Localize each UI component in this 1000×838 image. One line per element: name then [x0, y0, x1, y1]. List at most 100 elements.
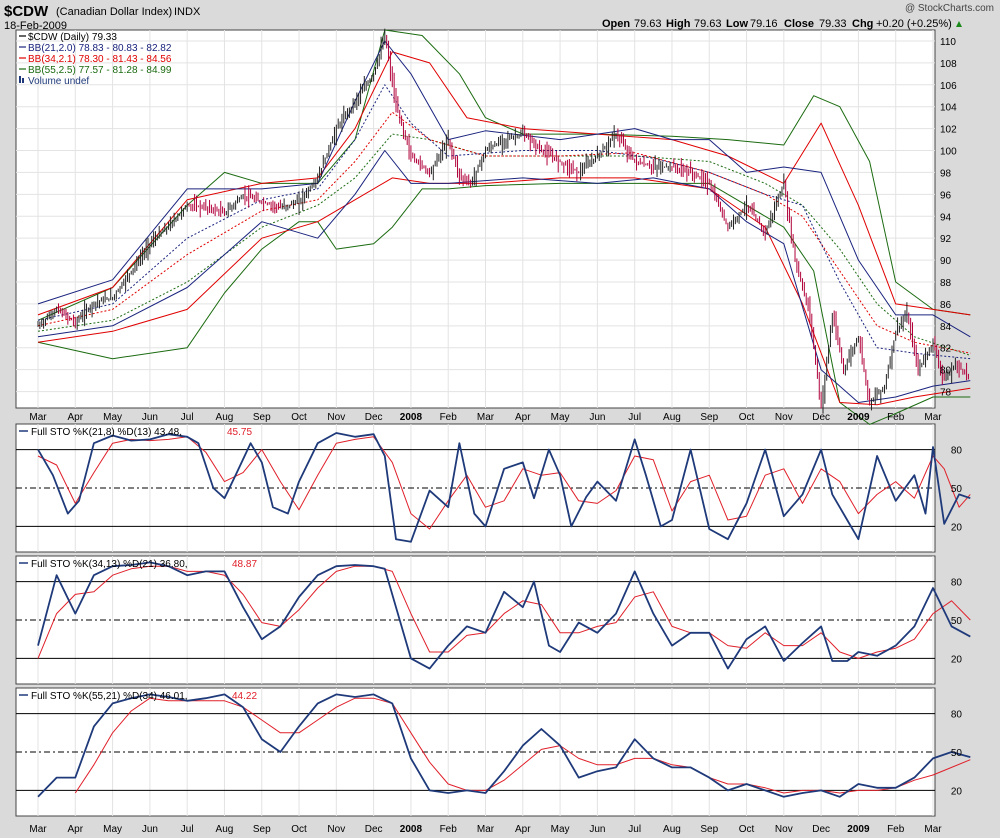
price-tick-label: 78: [940, 388, 952, 399]
bb55-upper-line: [37, 29, 971, 321]
x-tick-label-bottom: Oct: [291, 824, 307, 835]
low-value: 79.16: [750, 18, 778, 30]
x-tick-label: Apr: [515, 412, 531, 423]
x-tick-label-bottom: Jun: [589, 824, 605, 835]
price-tick-label: 88: [940, 278, 952, 289]
sto2-legend: Full STO %K(34,13) %D(21) 36.80, 48.87: [19, 559, 257, 570]
x-tick-label: Nov: [775, 412, 793, 423]
x-tick-label: Jul: [181, 412, 194, 423]
sto1-panel: [15, 423, 936, 553]
sto-tick-label: 80: [951, 710, 963, 721]
price-tick-label: 108: [940, 59, 957, 70]
x-tick-label-bottom: Nov: [327, 824, 345, 835]
x-tick-label: Jul: [628, 412, 641, 423]
x-tick-label: Nov: [327, 412, 345, 423]
price-tick-label: 98: [940, 168, 952, 179]
watermark: @ StockCharts.com: [905, 3, 994, 14]
x-tick-label-bottom: Apr: [515, 824, 531, 835]
sto3-k-line: [37, 693, 971, 798]
sto-tick-label: 20: [951, 522, 963, 533]
sto-tick-label: 50: [951, 616, 963, 627]
sto2-d-line: [37, 565, 971, 659]
x-tick-label: Aug: [216, 412, 234, 423]
x-tick-label: Dec: [812, 412, 830, 423]
sto3-legend: Full STO %K(55,21) %D(34) 46.01, 44.22: [19, 691, 257, 702]
symbol-name: (Canadian Dollar Index): [56, 6, 172, 18]
x-tick-label-bottom: Oct: [739, 824, 755, 835]
x-tick-label-bottom: 2009: [847, 824, 870, 835]
sto-tick-label: 80: [951, 446, 963, 457]
x-tick-label-bottom: Mar: [477, 824, 495, 835]
open-value: 79.63: [634, 18, 662, 30]
x-tick-label: Oct: [291, 412, 307, 423]
x-tick-label: May: [103, 412, 122, 423]
sto2-k-line: [37, 561, 971, 670]
sto1-k-line: [37, 432, 971, 543]
x-tick-label-bottom: Aug: [663, 824, 681, 835]
x-tick-label: Mar: [924, 412, 942, 423]
ohlc-readout: Open 79.63 High 79.63 Low 79.16 Close 79…: [602, 18, 962, 30]
legend-volume: Volume undef: [28, 76, 89, 87]
x-tick-label: Sep: [253, 412, 271, 423]
sto-tick-label: 80: [951, 578, 963, 589]
close-label: Close: [784, 18, 814, 30]
sto1-legend: Full STO %K(21,8) %D(13) 43.48, 45.75: [19, 427, 252, 438]
high-label: High: [666, 18, 691, 30]
bb21-upper-line: [37, 40, 971, 338]
bb55-lower-line: [37, 182, 971, 425]
sto1-d-line: [37, 436, 971, 530]
x-tick-label-bottom: Jun: [142, 824, 158, 835]
x-tick-label-bottom: May: [551, 824, 570, 835]
price-tick-label: 110: [940, 37, 956, 48]
series-layer: [37, 28, 971, 798]
x-tick-label-bottom: Sep: [700, 824, 718, 835]
price-candles: [37, 28, 969, 414]
x-tick-label: Feb: [440, 412, 458, 423]
x-tick-label-bottom: 2008: [400, 824, 423, 835]
x-tick-label: Mar: [29, 412, 47, 423]
x-tick-label-bottom: Feb: [887, 824, 905, 835]
legend-price: $CDW (Daily) 79.33: [28, 32, 117, 43]
price-tick-label: 90: [940, 256, 952, 267]
x-tick-label-bottom: Mar: [29, 824, 47, 835]
x-tick-label-bottom: Jul: [628, 824, 641, 835]
x-tick-label: 2008: [400, 412, 423, 423]
close-value: 79.33: [819, 18, 847, 30]
bb21-middle-line: [37, 84, 971, 360]
symbol-title: $CDW: [4, 3, 49, 20]
price-tick-label: 84: [940, 322, 952, 333]
sto1-legend-k: Full STO %K(21,8) %D(13) 43.48,: [31, 427, 182, 438]
x-tick-label: Jun: [589, 412, 605, 423]
x-tick-label-bottom: Sep: [253, 824, 271, 835]
bb34-middle-line: [37, 111, 971, 354]
x-tick-label: Dec: [365, 412, 383, 423]
high-value: 79.63: [694, 18, 722, 30]
low-label: Low: [726, 18, 748, 30]
x-tick-label-bottom: Feb: [440, 824, 458, 835]
x-tick-label-bottom: May: [103, 824, 122, 835]
x-tick-label: May: [551, 412, 570, 423]
price-tick-label: 104: [940, 103, 957, 114]
chart-date: 18-Feb-2009: [4, 20, 67, 32]
sto2-panel: [15, 555, 936, 685]
price-tick-label: 86: [940, 300, 952, 311]
price-tick-label: 102: [940, 125, 957, 136]
x-tick-label-bottom: Mar: [924, 824, 942, 835]
bb21-lower-line: [37, 150, 971, 403]
sto-tick-label: 50: [951, 748, 963, 759]
price-tick-label: 96: [940, 190, 952, 201]
axis-labels: Mar Mar Apr Apr May May Jun Jun Jul Jul Aug Aug Sep S…: [29, 37, 962, 835]
x-tick-label: Feb: [887, 412, 905, 423]
chg-value: +0.20 (+0.25%): [876, 18, 952, 30]
price-tick-label: 94: [940, 212, 952, 223]
chg-label: Chg: [852, 18, 873, 30]
x-tick-label-bottom: Apr: [68, 824, 84, 835]
legend-bb21: BB(21,2.0) 78.83 - 80.83 - 82.82: [28, 43, 172, 54]
up-arrow-icon: [956, 21, 962, 27]
x-tick-label: Aug: [663, 412, 681, 423]
price-tick-label: 80: [940, 366, 952, 377]
exchange-label: INDX: [174, 6, 201, 18]
sto-tick-label: 20: [951, 654, 963, 665]
x-tick-label: Jun: [142, 412, 158, 423]
